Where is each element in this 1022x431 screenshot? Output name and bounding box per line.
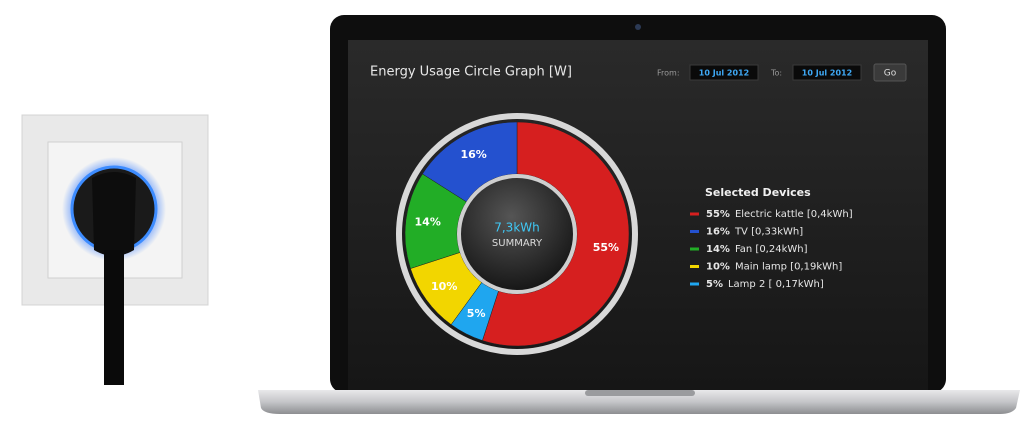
slice-label: 55% [593,241,619,254]
from-date-field[interactable] [689,64,759,81]
legend-entry: 14% Fan [0,24kWh] [706,244,808,255]
legend-entry: 10% Main lamp [0,19kWh] [706,262,842,273]
legend-title: Selected Devices [705,186,811,199]
socket [21,114,209,385]
center-label: SUMMARY [492,238,543,249]
legend-entry: 5% Lamp 2 [ 0,17kWh] [706,279,824,290]
legend-name: Electric kattle [0,4kWh] [735,209,853,220]
legend-name: Lamp 2 [ 0,17kWh] [728,279,824,290]
go-button-label[interactable]: Go [884,69,897,79]
slice-label: 14% [415,216,441,229]
to-date[interactable]: 10 Jul 2012 [802,69,852,78]
legend-value: 14% [706,244,730,255]
to-date-field[interactable] [792,64,862,81]
chart-title: Energy Usage Circle Graph [W] [370,65,572,80]
legend-value: 5% [706,279,723,290]
legend-name: Fan [0,24kWh] [735,244,808,255]
legend-entry: 55% Electric kattle [0,4kWh] [706,209,853,220]
from-label: From: [657,69,680,78]
legend-name: TV [0,33kWh] [734,227,803,238]
donut-hub [457,174,577,294]
legend-entry: 16% TV [0,33kWh] [706,227,803,238]
legend-value: 16% [706,227,730,238]
go-button[interactable] [873,63,907,82]
donut-rim [396,113,638,355]
legend-name: Main lamp [0,19kWh] [735,262,842,273]
slice-label: 10% [431,280,457,293]
center-value: 7,3kWh [494,221,540,235]
to-label: To: [770,69,782,78]
legend-value: 10% [706,262,730,273]
donut: 55% 16% 14% 10% 5% [404,121,630,347]
from-date[interactable]: 10 Jul 2012 [699,69,749,78]
slice-label: 16% [460,148,486,161]
legend-value: 55% [706,209,730,220]
legend: 55% Electric kattle [0,4kWh] 16% TV [0,33kW… [690,209,853,290]
slice-label: 5% [467,307,486,320]
